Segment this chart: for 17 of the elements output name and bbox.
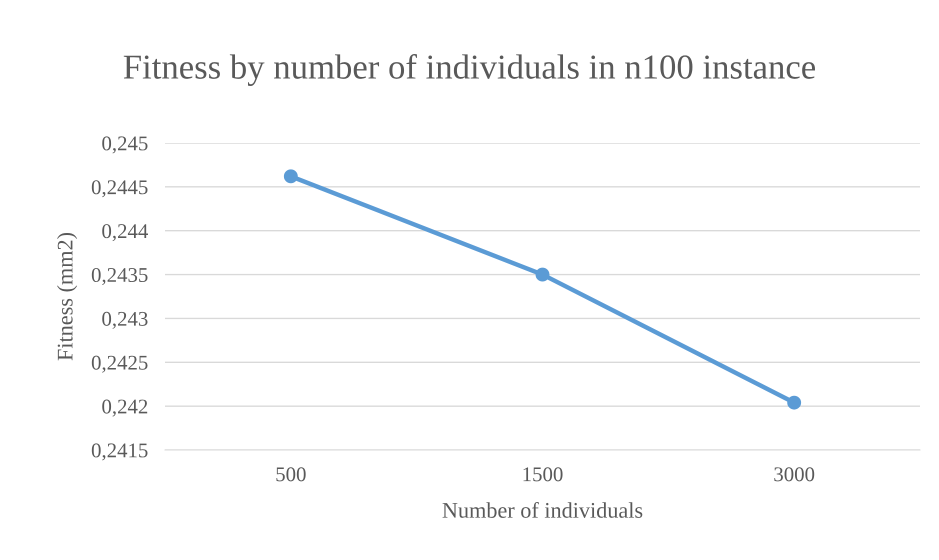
y-tick-label: 0,244 — [102, 224, 148, 242]
y-tick-label: 0,242 — [102, 400, 148, 417]
x-tick-label: 500 — [276, 467, 306, 482]
point — [536, 268, 550, 282]
y-tick-label: 0,243 — [102, 312, 148, 329]
x-tick-label: 1500 — [524, 467, 563, 482]
x-axis-title: Number of individuals — [442, 502, 642, 518]
y-axis-title: Fitness (mm2) — [57, 232, 78, 360]
y-tick-label: 0,2425 — [92, 356, 148, 373]
point — [284, 169, 298, 184]
x-tick-label: 3000 — [774, 467, 814, 482]
chart-title: Fitness by number of individuals in n100 instance — [124, 54, 815, 86]
y-tick-label: 0,2415 — [92, 443, 148, 460]
y-tick-label: 0,245 — [102, 136, 148, 154]
y-tick-label: 0,2435 — [92, 268, 148, 286]
y-tick-label: 0,2445 — [92, 180, 148, 198]
point — [787, 396, 802, 410]
